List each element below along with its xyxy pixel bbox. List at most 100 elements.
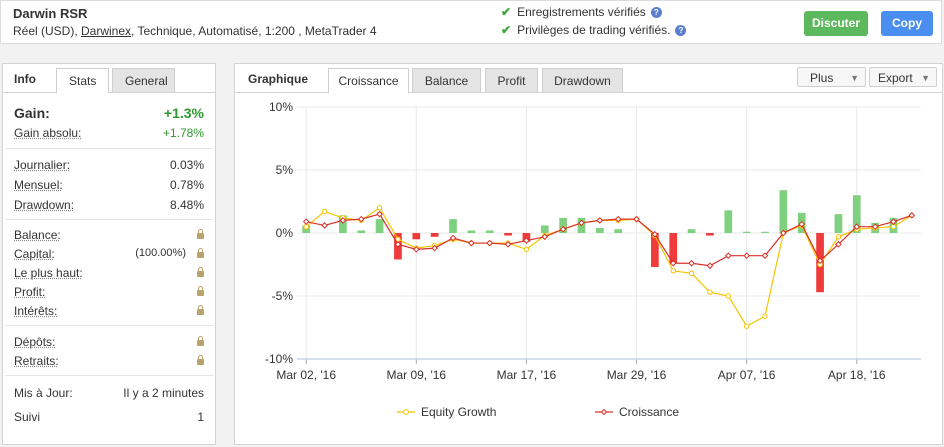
chart-bar xyxy=(559,217,567,233)
croissance-point xyxy=(908,212,916,219)
croissance-point xyxy=(376,210,383,218)
chart-bar xyxy=(504,233,512,236)
tab-growth[interactable]: Croissance xyxy=(328,68,409,93)
deposits-label[interactable]: Dépôts: xyxy=(14,335,56,349)
equity-growth-point xyxy=(688,270,695,277)
legend-growth-label[interactable]: Croissance xyxy=(619,405,679,419)
info-title: Info xyxy=(14,72,36,86)
daily-value: 0.03% xyxy=(169,158,204,172)
copy-button[interactable]: Copy xyxy=(881,11,933,36)
more-label: Plus xyxy=(810,71,834,85)
x-tick-label: Mar 17, '16 xyxy=(497,368,557,382)
chart-bar xyxy=(742,231,751,233)
chart-bar xyxy=(651,233,659,268)
equity-growth-line xyxy=(305,206,913,328)
interest-label[interactable]: Intérêts: xyxy=(14,304,58,318)
chart-bar xyxy=(449,219,457,233)
tab-balance[interactable]: Balance xyxy=(412,68,481,92)
equity-growth-point xyxy=(835,234,842,240)
daily-label[interactable]: Journalier: xyxy=(14,158,71,172)
chart-bar xyxy=(595,227,604,233)
divider xyxy=(5,219,213,220)
croissance-point xyxy=(486,239,494,247)
croissance-point xyxy=(559,225,567,233)
croissance-point xyxy=(651,230,659,238)
verification-trading: ✔ Privilèges de trading vérifiés.? xyxy=(501,23,687,37)
chart-bars xyxy=(302,190,898,293)
croissance-point xyxy=(743,252,750,259)
croissance-point xyxy=(394,241,402,248)
equity-growth-point xyxy=(523,246,530,253)
chart-tabbar: Graphique Croissance Balance Profit Draw… xyxy=(235,64,942,93)
lock-icon xyxy=(197,228,204,242)
chart-bar xyxy=(761,231,769,233)
chart-legend: Equity Growth Croissance xyxy=(397,405,679,419)
export-dropdown[interactable]: Export ▼ xyxy=(869,67,937,87)
croissance-point xyxy=(669,259,677,267)
profit-label[interactable]: Profit: xyxy=(14,285,46,299)
export-label: Export xyxy=(878,71,913,85)
croissance-point xyxy=(890,218,897,225)
lock-icon xyxy=(197,285,204,299)
drawdown-label[interactable]: Drawdown: xyxy=(14,198,75,212)
chart-bar xyxy=(540,225,549,233)
croissance-point xyxy=(468,239,475,247)
equity-growth-point xyxy=(321,208,328,215)
croissance-point xyxy=(780,229,787,237)
abs-gain-value: +1.78% xyxy=(162,126,204,140)
legend-equity-label[interactable]: Equity Growth xyxy=(421,405,496,419)
highest-label[interactable]: Le plus haut: xyxy=(14,266,83,280)
abs-gain-label[interactable]: Gain absolu: xyxy=(14,126,82,140)
chart-bar xyxy=(706,233,714,236)
croissance-point xyxy=(302,218,310,225)
equity-growth-point xyxy=(303,224,309,230)
chart-axes: 10% 5% 0% -5% -10% Mar 02, '16 Mar 09, '16 Mar … xyxy=(265,100,921,382)
chart-bar xyxy=(339,215,347,233)
croissance-point xyxy=(578,219,585,227)
chart-bar xyxy=(430,233,439,237)
balance-label[interactable]: Balance: xyxy=(14,228,61,242)
croissance-point xyxy=(614,215,622,223)
y-tick-label: 10% xyxy=(269,100,293,114)
monthly-value: 0.78% xyxy=(169,178,204,192)
verification-records: ✔ Enregistrements vérifiés? xyxy=(501,5,662,19)
chart-lines xyxy=(302,205,916,329)
tab-drawdown[interactable]: Drawdown xyxy=(542,68,623,92)
equity-label[interactable]: Capital: xyxy=(14,247,55,261)
x-tick-label: Apr 18, '16 xyxy=(828,368,886,382)
tab-stats[interactable]: Stats xyxy=(56,68,110,93)
croissance-point xyxy=(835,241,842,248)
gain-label: Gain: xyxy=(14,105,50,121)
chart-panel: Graphique Croissance Balance Profit Draw… xyxy=(234,63,943,445)
help-icon[interactable]: ? xyxy=(675,25,687,36)
chart-bar xyxy=(779,190,788,233)
equity-growth-point xyxy=(707,289,713,295)
tab-general[interactable]: General xyxy=(112,68,175,92)
account-meta: , Technique, Automatisé, 1:200 , MetaTra… xyxy=(131,24,377,38)
more-dropdown[interactable]: Plus ▼ xyxy=(797,67,866,87)
equity-growth-point xyxy=(890,224,897,230)
x-tick-label: Mar 02, '16 xyxy=(276,368,336,382)
chart-bar xyxy=(375,219,384,233)
croissance-point xyxy=(431,244,438,252)
broker-link[interactable]: Darwinex xyxy=(81,24,132,38)
tab-profit[interactable]: Profit xyxy=(485,68,538,92)
lock-icon xyxy=(197,354,204,368)
equity-growth-point xyxy=(762,313,768,319)
help-icon[interactable]: ? xyxy=(650,7,662,18)
withdrawals-label[interactable]: Retraits: xyxy=(14,354,59,368)
chart-bar xyxy=(467,230,476,233)
discuss-button[interactable]: Discuter xyxy=(804,11,868,36)
chart-bar xyxy=(724,210,733,233)
info-tabbar: Info Stats General xyxy=(3,64,215,93)
croissance-point xyxy=(541,233,549,241)
x-tick-label: Mar 09, '16 xyxy=(386,368,446,382)
equity-growth-point xyxy=(725,293,731,299)
lock-icon xyxy=(197,266,204,280)
croissance-point xyxy=(321,222,328,229)
croissance-line xyxy=(306,213,913,267)
monthly-label[interactable]: Mensuel: xyxy=(14,178,63,192)
lock-icon xyxy=(197,304,204,318)
croissance-point xyxy=(504,241,512,248)
divider xyxy=(5,375,213,376)
